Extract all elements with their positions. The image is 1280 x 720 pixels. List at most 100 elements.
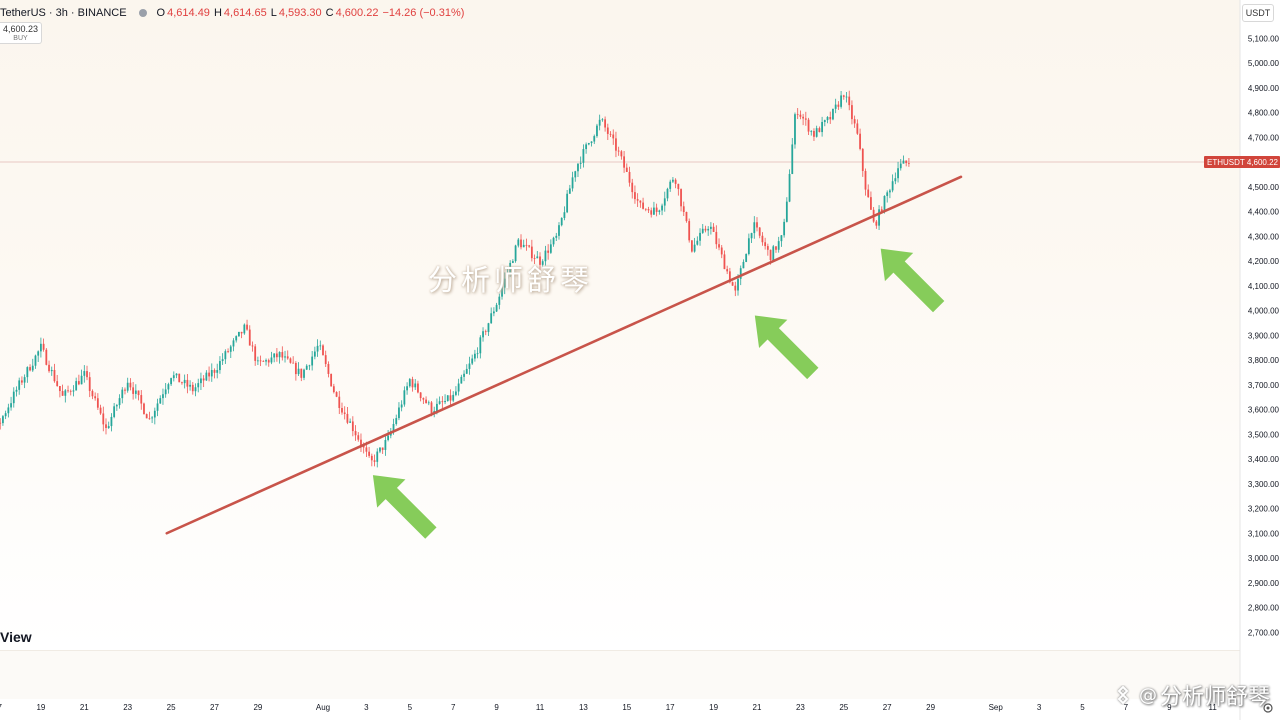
candle-body (709, 226, 712, 229)
arrows-group[interactable] (359, 234, 953, 547)
candle-body (224, 351, 227, 360)
close-value: 4,600.22 (335, 7, 379, 19)
time-tick-label: 25 (167, 703, 176, 712)
candle-body (392, 423, 395, 432)
candle-body (243, 324, 246, 334)
candle-body (609, 133, 612, 135)
candle-body (617, 150, 620, 152)
candle-body (766, 246, 769, 250)
candle-body (427, 402, 430, 404)
price-tick-label: 3,500.00 (1248, 430, 1280, 439)
candle-body (94, 396, 97, 399)
time-axis[interactable]: 17 19 21 23 25 27 29 Aug 3 5 7 9 11 13 15 17 19 21 23 25 27 2… (0, 703, 1217, 712)
candle-body (772, 246, 775, 261)
candle-body (718, 244, 720, 248)
candle-body (682, 206, 685, 213)
last-price-symbol: ETHUSDT (1207, 158, 1245, 167)
candle-body (316, 345, 319, 352)
buy-price-button[interactable]: 4,600.23 BUY (0, 22, 42, 44)
candle-body (53, 369, 56, 382)
candle-body (197, 383, 200, 388)
candle-body (495, 304, 498, 312)
price-tick-label: 3,800.00 (1248, 356, 1280, 365)
candle-body (308, 365, 311, 367)
candle-body (69, 390, 72, 392)
arrow-up-left-icon[interactable] (359, 461, 445, 547)
tradingview-logo[interactable]: View (0, 629, 32, 645)
candle-body (894, 178, 897, 182)
candle-body (267, 360, 270, 363)
candle-body (777, 241, 780, 250)
arrow-up-left-icon[interactable] (867, 234, 953, 320)
candle-body (134, 390, 137, 394)
gear-icon[interactable] (1262, 701, 1274, 713)
candle-body (254, 346, 257, 361)
price-tick-label: 2,900.00 (1248, 579, 1280, 588)
price-tick-label: 3,900.00 (1248, 331, 1280, 340)
time-tick-label: Aug (316, 703, 330, 712)
candle-body (463, 373, 465, 377)
candle-body (769, 249, 772, 261)
candle-body (533, 258, 536, 259)
candle-body (861, 148, 864, 171)
candle-body (750, 233, 753, 239)
plot-area[interactable] (0, 0, 1240, 650)
candle-body (851, 105, 853, 120)
time-tick-label: 27 (210, 703, 219, 712)
candle-body (238, 331, 240, 337)
arrow-up-left-icon[interactable] (741, 301, 827, 387)
candle-body (262, 360, 265, 362)
candle-body (229, 346, 232, 352)
chart-legend[interactable]: TetherUS · 3h · BINANCE O 4,614.49 H 4,6… (0, 6, 468, 20)
price-axis[interactable]: 5,100.00 5,000.00 4,900.00 4,800.00 4,700.00… (1248, 34, 1280, 637)
currency-selector[interactable]: USDT (1242, 4, 1274, 22)
arrow-shape (880, 248, 945, 313)
support-trendline[interactable] (165, 175, 963, 535)
candle-body (164, 389, 167, 395)
candle-body (96, 398, 99, 408)
watermark-corner-text: 分析师舒琴 (1159, 685, 1270, 710)
candle-body (742, 261, 745, 269)
candle-body (482, 331, 484, 338)
candle-body (281, 352, 284, 358)
candle-body (311, 356, 314, 366)
candle-body (764, 242, 767, 247)
trendline-group[interactable] (165, 175, 963, 535)
candle-body (124, 389, 126, 391)
candle-body (362, 445, 365, 448)
candle-body (330, 373, 333, 387)
candle-body (471, 358, 474, 364)
candle-body (115, 405, 118, 407)
time-tick-label: Sep (989, 703, 1004, 712)
candle-body (525, 244, 528, 246)
candle-body (780, 235, 783, 242)
candle-body (322, 345, 324, 356)
symbol-title[interactable]: TetherUS · 3h · BINANCE (0, 7, 127, 19)
candle-body (143, 403, 145, 415)
candle-body (685, 212, 688, 222)
time-scale-band[interactable] (0, 650, 1240, 699)
time-tick-label: 29 (253, 703, 262, 712)
price-tick-label: 4,500.00 (1248, 183, 1280, 192)
candle-body (83, 371, 86, 376)
candle-body (305, 365, 308, 370)
candle-body (137, 390, 140, 396)
candle-body (853, 119, 856, 124)
candle-body (905, 160, 908, 164)
candle-body (373, 460, 376, 462)
candle-body (221, 359, 224, 362)
time-tick-label: 9 (494, 703, 499, 712)
candle-body (560, 217, 563, 226)
candle-body (813, 130, 815, 137)
candle-body (701, 228, 704, 233)
price-tick-label: 5,100.00 (1248, 34, 1280, 43)
candle-body (625, 167, 628, 172)
candle-body (728, 271, 731, 283)
candle-body (0, 422, 2, 424)
candle-body (517, 239, 520, 246)
candle-body (503, 278, 506, 288)
candle-body (859, 133, 861, 149)
candle-body (539, 256, 541, 265)
candle-body (620, 151, 623, 157)
